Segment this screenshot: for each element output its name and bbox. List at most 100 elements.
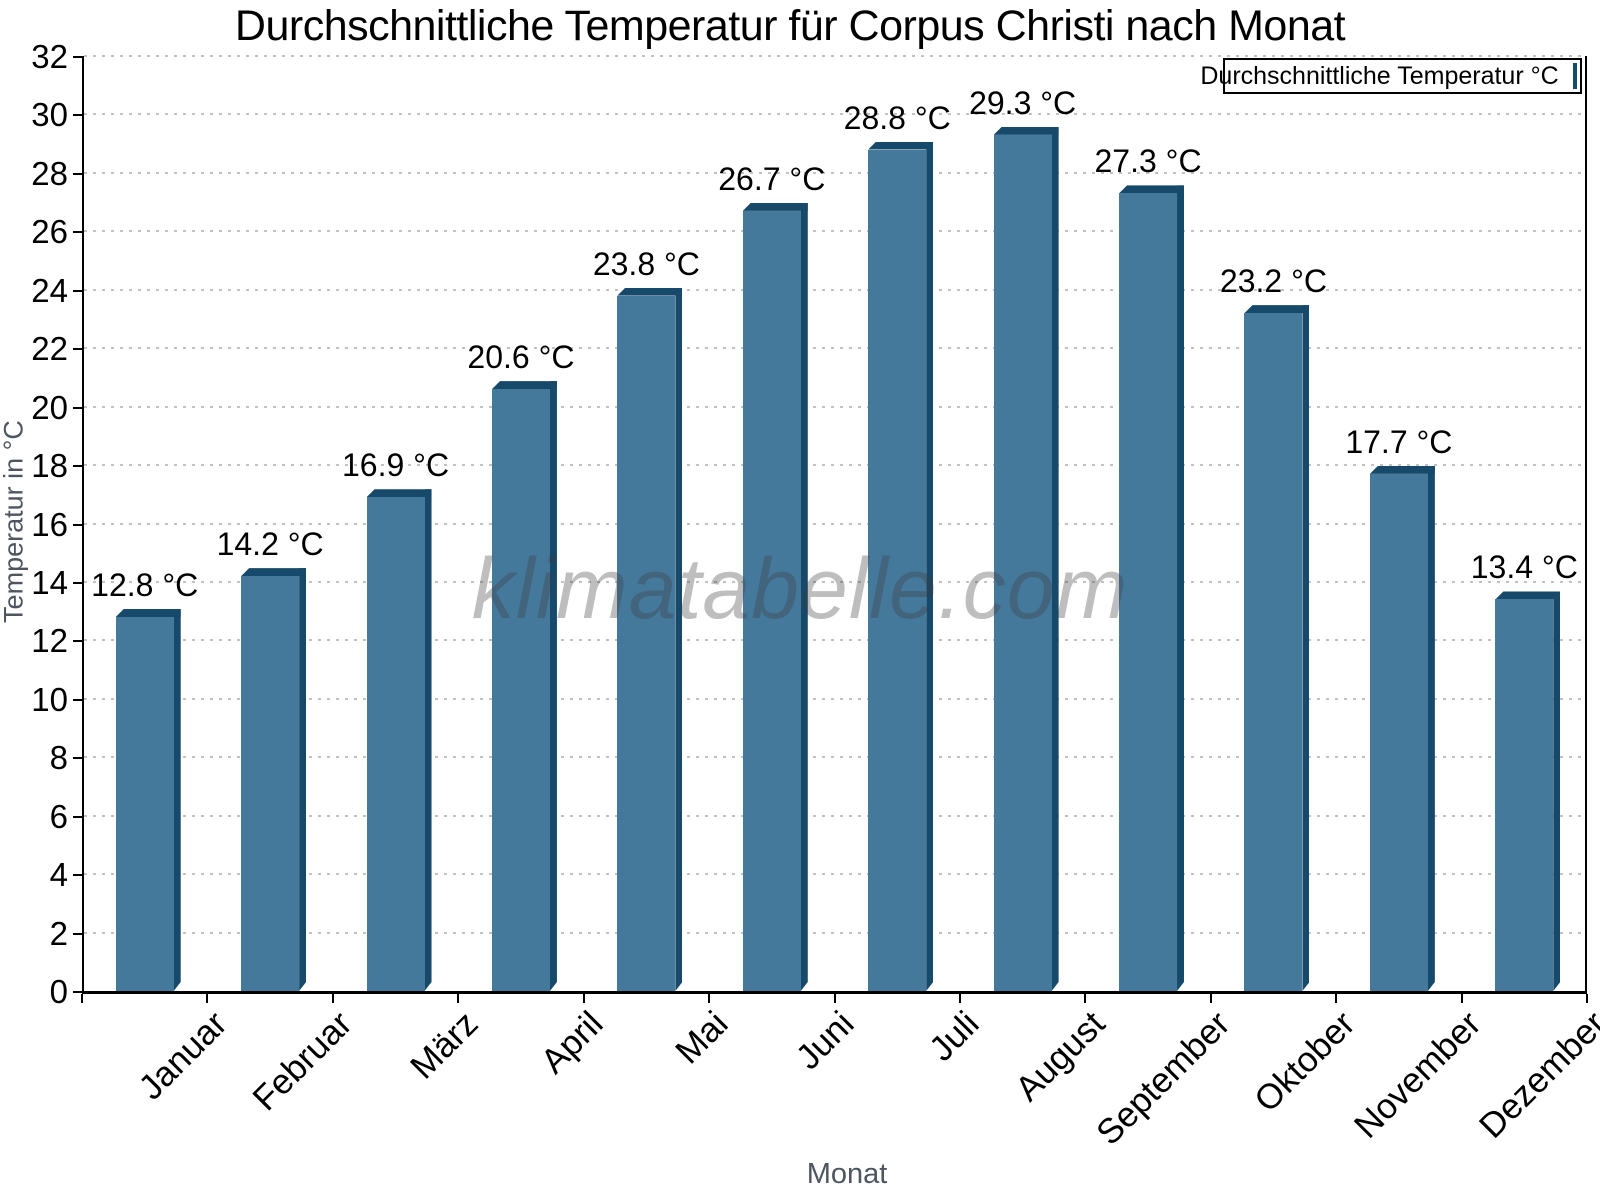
x-axis-tick xyxy=(708,994,711,1003)
x-axis-tick xyxy=(582,994,585,1003)
x-axis-tick xyxy=(81,994,83,1003)
y-axis-tick xyxy=(73,757,82,760)
y-axis-tick-label: 4 xyxy=(49,856,68,894)
gridline xyxy=(84,580,1585,583)
bar: 12.8 °C xyxy=(91,567,198,991)
bar-value-label: 17.7 °C xyxy=(1345,423,1453,460)
x-axis-tick xyxy=(1460,994,1463,1003)
gridline xyxy=(84,288,1585,291)
bar: 27.3 °C xyxy=(1094,143,1202,991)
bar: 23.8 °C xyxy=(593,246,700,991)
bar-side-face xyxy=(174,609,181,991)
x-axis-tick xyxy=(1586,994,1588,1003)
gridline xyxy=(84,756,1585,759)
y-axis-tick-label: 24 xyxy=(31,271,68,309)
bar-top-face xyxy=(491,381,557,390)
x-axis-tick xyxy=(457,994,460,1003)
bar: 20.6 °C xyxy=(467,339,574,991)
gridline xyxy=(84,522,1585,525)
bar-value-label: 29.3 °C xyxy=(969,84,1077,121)
y-axis-tick-label: 2 xyxy=(49,914,68,952)
y-axis-tick-label: 26 xyxy=(31,213,68,251)
bar-side-face xyxy=(1177,185,1184,991)
bar-top-face xyxy=(241,568,307,577)
y-axis-tick-label: 20 xyxy=(31,388,68,426)
bar-value-label: 14.2 °C xyxy=(216,526,324,563)
y-axis-tick xyxy=(73,231,82,234)
bar-side-face xyxy=(1553,591,1560,991)
bar: 23.2 °C xyxy=(1220,263,1327,991)
y-axis-tick-label: 16 xyxy=(31,505,68,543)
y-axis-tick xyxy=(73,640,82,643)
bar-side-face xyxy=(675,288,682,991)
gridline xyxy=(84,347,1585,350)
y-axis-tick-label: 32 xyxy=(31,38,68,75)
gridline xyxy=(84,697,1585,700)
y-axis-tick xyxy=(73,874,82,877)
bar: 29.3 °C xyxy=(969,85,1076,991)
y-axis-tick xyxy=(73,465,82,468)
gridline xyxy=(84,230,1585,233)
y-axis-tick-label: 30 xyxy=(31,96,68,134)
bar-value-label: 23.2 °C xyxy=(1219,263,1327,300)
x-axis-tick xyxy=(833,994,836,1003)
y-axis-tick-label: 6 xyxy=(49,797,68,835)
bar-value-label: 26.7 °C xyxy=(718,160,826,197)
y-axis-tick-label: 28 xyxy=(31,154,68,192)
gridline xyxy=(84,464,1585,467)
gridline xyxy=(84,873,1585,876)
x-axis-tick xyxy=(1335,994,1338,1003)
gridline xyxy=(84,639,1585,642)
y-axis-tick-label: 14 xyxy=(31,563,68,601)
gridline xyxy=(84,405,1585,408)
bar-side-face xyxy=(1302,305,1309,991)
x-axis-tick xyxy=(206,994,209,1003)
y-axis-tick-label: 22 xyxy=(31,330,68,368)
bar: 16.9 °C xyxy=(342,447,449,991)
y-axis-tick-label: 10 xyxy=(31,680,68,718)
y-axis-tick xyxy=(73,991,82,993)
y-axis-tick xyxy=(73,698,82,701)
y-axis-tick-label: 0 xyxy=(49,973,68,1010)
y-axis-tick xyxy=(73,56,82,58)
x-axis-tick xyxy=(1084,994,1087,1003)
bar-side-face xyxy=(1428,466,1435,991)
y-axis-tick xyxy=(73,581,82,584)
bar-value-label: 13.4 °C xyxy=(1470,549,1578,586)
bar-value-label: 28.8 °C xyxy=(843,99,951,136)
y-axis-tick xyxy=(73,815,82,818)
bar-top-face xyxy=(115,609,181,617)
gridline xyxy=(84,55,1585,57)
gridline xyxy=(84,814,1585,817)
y-axis-tick xyxy=(73,348,82,351)
plot-area: 12.8 °C 14.2 °C 16.9 °C 20.6 °C 23.8 °C 26.7 … xyxy=(82,55,1587,994)
bar-side-face xyxy=(425,489,432,991)
bar-side-face xyxy=(550,381,557,991)
bar-top-face xyxy=(617,287,683,296)
x-axis-tick xyxy=(331,994,334,1003)
bar-value-label: 20.6 °C xyxy=(467,339,575,376)
bar-top-face xyxy=(868,141,934,150)
chart-title: Durchschnittliche Temperatur für Corpus … xyxy=(234,2,1346,50)
gridline xyxy=(84,171,1585,174)
bar-top-face xyxy=(742,202,808,211)
bar-value-label: 16.9 °C xyxy=(341,447,450,484)
gridline xyxy=(84,931,1585,934)
bar-top-face xyxy=(1119,185,1185,194)
bar: 26.7 °C xyxy=(718,161,825,991)
bar: 14.2 °C xyxy=(217,526,324,991)
x-axis-tick xyxy=(1209,994,1212,1003)
bar-side-face xyxy=(801,203,808,991)
bar-value-label: 12.8 °C xyxy=(91,567,199,603)
bar-side-face xyxy=(1052,127,1059,991)
bar-side-face xyxy=(926,142,933,992)
legend-label: Durchschnittliche Temperatur °C xyxy=(1200,61,1559,90)
y-axis-tick xyxy=(73,932,82,935)
bar-value-label: 23.8 °C xyxy=(592,245,700,282)
y-axis-tick xyxy=(73,172,82,175)
gridline xyxy=(84,113,1585,116)
bar-top-face xyxy=(993,126,1059,135)
x-axis-tick xyxy=(958,994,961,1003)
bar-side-face xyxy=(299,568,306,991)
